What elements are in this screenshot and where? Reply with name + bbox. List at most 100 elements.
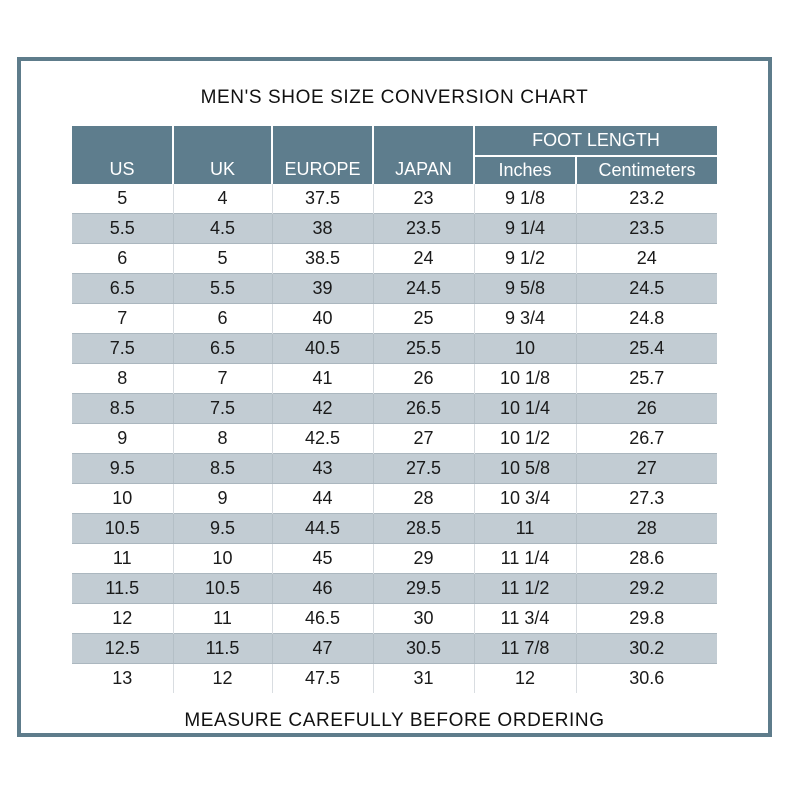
table-cell: 29 — [372, 543, 474, 574]
table-cell: 13 — [72, 663, 173, 693]
column-header-europe: EUROPE — [271, 126, 373, 184]
column-header-japan: JAPAN — [372, 126, 474, 184]
table-cell: 5 — [72, 184, 173, 214]
table-cell: 6 — [172, 303, 272, 334]
table-cell: 12 — [72, 603, 173, 634]
table-cell: 26 — [575, 393, 717, 424]
table-cell: 38.5 — [271, 243, 373, 274]
table-cell: 8 — [172, 423, 272, 454]
table-cell: 6.5 — [172, 333, 272, 364]
table-cell: 5 — [172, 243, 272, 274]
table-cell: 12.5 — [72, 633, 173, 664]
table-cell: 31 — [372, 663, 474, 693]
size-conversion-table: US UK EUROPE JAPAN FOOT LENGTH Inches Ce… — [72, 126, 717, 693]
table-row: 5.5 4.5 38 23.5 9 1/4 23.5 — [72, 213, 717, 244]
table-cell: 10 1/2 — [473, 423, 576, 454]
table-cell: 25.5 — [372, 333, 474, 364]
table-header: US UK EUROPE JAPAN FOOT LENGTH Inches Ce… — [72, 126, 717, 184]
table-row: 6.5 5.5 39 24.5 9 5/8 24.5 — [72, 273, 717, 304]
column-header-centimeters: Centimeters — [575, 155, 717, 184]
table-cell: 30 — [372, 603, 474, 634]
table-cell: 24 — [372, 243, 474, 274]
table-cell: 27.3 — [575, 483, 717, 514]
table-cell: 11.5 — [72, 573, 173, 604]
table-cell: 8.5 — [172, 453, 272, 484]
table-cell: 10 1/8 — [473, 363, 576, 394]
table-cell: 10 3/4 — [473, 483, 576, 514]
table-cell: 9.5 — [172, 513, 272, 544]
table-cell: 11 1/2 — [473, 573, 576, 604]
table-cell: 47.5 — [271, 663, 373, 693]
table-cell: 30.5 — [372, 633, 474, 664]
table-row: 10.5 9.5 44.5 28.5 11 28 — [72, 513, 717, 544]
table-cell: 8 — [72, 363, 173, 394]
table-cell: 23.5 — [575, 213, 717, 244]
table-cell: 43 — [271, 453, 373, 484]
table-cell: 10 — [473, 333, 576, 364]
column-header-inches: Inches — [473, 155, 576, 184]
table-cell: 11 3/4 — [473, 603, 576, 634]
table-cell: 10 — [172, 543, 272, 574]
table-cell: 11 7/8 — [473, 633, 576, 664]
table-cell: 40 — [271, 303, 373, 334]
header-sub-row: Inches Centimeters — [72, 155, 717, 184]
table-cell: 10 — [72, 483, 173, 514]
table-cell: 27 — [575, 453, 717, 484]
table-row: 7 6 40 25 9 3/4 24.8 — [72, 303, 717, 334]
table-cell: 30.2 — [575, 633, 717, 664]
table-cell: 12 — [473, 663, 576, 693]
table-cell: 23 — [372, 184, 474, 214]
table-cell: 28 — [372, 483, 474, 514]
table-cell: 26.5 — [372, 393, 474, 424]
table-cell: 23.5 — [372, 213, 474, 244]
table-cell: 11 — [473, 513, 576, 544]
table-cell: 9 1/4 — [473, 213, 576, 244]
table-cell: 46.5 — [271, 603, 373, 634]
table-row: 6 5 38.5 24 9 1/2 24 — [72, 243, 717, 274]
table-cell: 47 — [271, 633, 373, 664]
table-cell: 29.8 — [575, 603, 717, 634]
table-row: 11.5 10.5 46 29.5 11 1/2 29.2 — [72, 573, 717, 604]
table-row: 10 9 44 28 10 3/4 27.3 — [72, 483, 717, 514]
table-cell: 8.5 — [72, 393, 173, 424]
table-cell: 7.5 — [172, 393, 272, 424]
table-cell: 42 — [271, 393, 373, 424]
table-cell: 5.5 — [72, 213, 173, 244]
table-cell: 10 5/8 — [473, 453, 576, 484]
table-cell: 11 — [172, 603, 272, 634]
table-row: 8 7 41 26 10 1/8 25.7 — [72, 363, 717, 394]
table-cell: 7 — [172, 363, 272, 394]
table-row: 5 4 37.5 23 9 1/8 23.2 — [72, 184, 717, 214]
column-header-uk: UK — [172, 126, 272, 184]
table-cell: 10.5 — [172, 573, 272, 604]
table-row: 9.5 8.5 43 27.5 10 5/8 27 — [72, 453, 717, 484]
column-header-us: US — [72, 126, 173, 184]
table-cell: 9 5/8 — [473, 273, 576, 304]
table-cell: 6.5 — [72, 273, 173, 304]
table-cell: 24.8 — [575, 303, 717, 334]
table-cell: 24 — [575, 243, 717, 274]
table-row: 9 8 42.5 27 10 1/2 26.7 — [72, 423, 717, 454]
table-cell: 30.6 — [575, 663, 717, 693]
table-cell: 26 — [372, 363, 474, 394]
chart-title: MEN'S SHOE SIZE CONVERSION CHART — [200, 87, 589, 108]
table-cell: 9.5 — [72, 453, 173, 484]
table-cell: 42.5 — [271, 423, 373, 454]
table-cell: 45 — [271, 543, 373, 574]
table-cell: 28.5 — [372, 513, 474, 544]
table-cell: 10 1/4 — [473, 393, 576, 424]
table-cell: 10.5 — [72, 513, 173, 544]
table-cell: 38 — [271, 213, 373, 244]
table-cell: 29.2 — [575, 573, 717, 604]
chart-frame: MEN'S SHOE SIZE CONVERSION CHART US UK E… — [17, 57, 772, 737]
table-cell: 7 — [72, 303, 173, 334]
table-row: 11 10 45 29 11 1/4 28.6 — [72, 543, 717, 574]
table-cell: 11.5 — [172, 633, 272, 664]
table-cell: 4 — [172, 184, 272, 214]
column-group-header-foot-length: FOOT LENGTH — [473, 126, 717, 156]
table-cell: 28 — [575, 513, 717, 544]
table-cell: 9 3/4 — [473, 303, 576, 334]
header-group-row: US UK EUROPE JAPAN FOOT LENGTH — [72, 126, 717, 184]
table-cell: 41 — [271, 363, 373, 394]
